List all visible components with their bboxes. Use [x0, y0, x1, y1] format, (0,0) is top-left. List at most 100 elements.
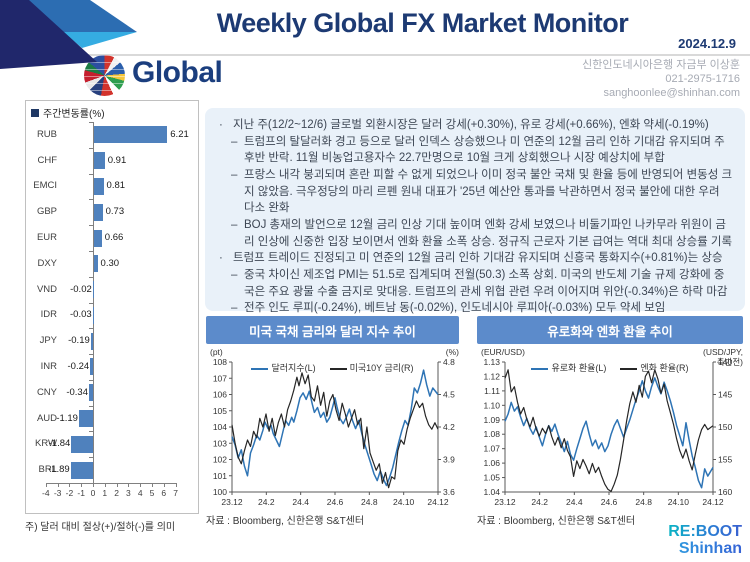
- category-axis: [93, 122, 94, 483]
- left-tick-label: 103: [213, 438, 227, 448]
- axis-tick: [89, 431, 93, 433]
- right-tick-label: 160: [718, 487, 732, 497]
- bar-category-label: EMCI: [33, 180, 57, 192]
- x-tick-label: -1: [77, 488, 85, 498]
- bar-value-label: -1.19: [56, 412, 78, 424]
- bar: [88, 384, 93, 402]
- contact-email: sanghoonlee@shinhan.com: [603, 86, 740, 99]
- right-tick-label: 140: [718, 357, 732, 367]
- bar: [78, 410, 93, 428]
- chart-source: 자료 : Bloomberg, 신한은행 S&T센터: [477, 516, 636, 527]
- bar: [90, 332, 93, 350]
- bar-category-label: JPY: [39, 335, 57, 347]
- axis-tick: [89, 328, 93, 330]
- series-line-left: [231, 369, 439, 487]
- x-tick-label: 24.12: [427, 497, 449, 507]
- legend-label: 달러지수(L): [271, 363, 316, 373]
- bar-category-label: IDR: [40, 309, 57, 321]
- value-axis: [45, 483, 176, 484]
- axis-tick: [152, 483, 153, 487]
- bullet-marker: –: [231, 269, 238, 282]
- x-tick-label: 24.2: [258, 497, 275, 507]
- right-tick-label: 4.5: [443, 390, 455, 400]
- bar-value-label: -0.19: [68, 335, 90, 347]
- bar-value-label: -0.34: [66, 386, 88, 398]
- left-tick-label: 1.08: [483, 429, 500, 439]
- axis-tick: [89, 379, 93, 381]
- us-rates-dollar-chart: 미국 국채 금리와 달러 지수 추이 (pt) (%) 달러지수(L) 미국10Y…: [206, 316, 459, 527]
- right-tick-label: 150: [718, 422, 732, 432]
- legend-item: 유로화 환율(L): [531, 361, 606, 374]
- chart-canvas: (pt) (%) 달러지수(L) 미국10Y 금리(R) 108 107 106 105…: [206, 344, 459, 509]
- right-tick-label: 3.9: [443, 455, 455, 465]
- commentary-item: – 프랑스 내각 붕괴되며 혼란 피할 수 없게 되었으나 이미 정국 불안 국채…: [213, 167, 733, 217]
- commentary-text: 트럼프 트레이드 진정되고 미 연준의 12월 금리 인하 기대감 유지되며 신…: [233, 252, 723, 265]
- commentary-item: – 전주 인도 루피(-0.24%), 베트남 동(-0.02%), 인도네시아 …: [213, 300, 733, 317]
- left-axis-unit: (EUR/USD): [481, 347, 525, 357]
- legend-label: 엔화 환율(R): [640, 363, 689, 373]
- axis-tick: [89, 276, 93, 278]
- commentary-text: 지난 주(12/2~12/6) 글로벌 외환시장은 달러 강세(+0.30%),…: [233, 119, 709, 131]
- bar: [94, 229, 102, 247]
- left-tick-label: 1.11: [484, 386, 500, 396]
- x-tick-label: 3: [126, 488, 131, 498]
- bar-chart-note: 주) 달러 대비 절상(+)/절하(-)를 의미: [25, 522, 176, 533]
- bar: [71, 435, 93, 453]
- axis-tick: [175, 483, 177, 487]
- left-tick-label: 1.07: [483, 444, 500, 454]
- axis-tick: [89, 225, 93, 227]
- legend-line-sample: [620, 367, 638, 370]
- commentary-text: 트럼프의 탈달러화 경고 등으로 달러 인덱스 상승했으나 미 연준의 12월 …: [244, 135, 725, 165]
- axis-tick: [140, 483, 142, 487]
- left-tick-label: 104: [213, 422, 227, 432]
- bar-legend-label: 주간변동률(%): [43, 109, 105, 120]
- series-line-right: [504, 369, 714, 492]
- series-line-left: [504, 377, 714, 489]
- bar: [92, 306, 93, 324]
- contact-team: 신한인도네시아은행 자금부 이상훈: [582, 59, 740, 71]
- x-tick-label: -2: [65, 488, 74, 498]
- x-tick-label: 24.2: [531, 497, 548, 507]
- axis-tick: [45, 483, 47, 487]
- bar-value-label: -0.24: [67, 360, 90, 372]
- right-tick-label: 3.6: [443, 487, 455, 497]
- bar-value-label: 0.91: [107, 154, 127, 166]
- x-tick-label: 24.4: [292, 497, 309, 507]
- bar: [94, 152, 105, 170]
- x-tick-label: 24.6: [601, 497, 618, 507]
- left-tick-label: 101: [213, 471, 227, 481]
- commentary-panel: · 지난 주(12/2~12/6) 글로벌 외환시장은 달러 강세(+0.30%)…: [205, 108, 745, 314]
- x-tick-label: 24.4: [566, 497, 583, 507]
- legend-line-sample: [251, 367, 269, 370]
- left-tick-label: 106: [213, 390, 227, 400]
- right-tick-label: 4.8: [443, 357, 455, 367]
- axis-tick: [69, 483, 71, 487]
- header-divider: [0, 54, 750, 56]
- bar: [94, 203, 103, 221]
- bar-category-label: RUB: [36, 128, 57, 140]
- left-tick-label: 107: [213, 373, 227, 383]
- bar: [94, 177, 104, 195]
- bar-value-label: 0.30: [100, 257, 120, 269]
- reboot-shinhan-logo: RE:BOOT Shinhan: [668, 523, 742, 558]
- axis-tick: [89, 122, 93, 123]
- bar-chart-plot: -4 -3 -2 -1 0 1 2 3 4 5 6 7 RUB 6.21 CHF 0.91 EMCI 0.81 GB…: [26, 101, 198, 513]
- bar-chart-legend: 주간변동률(%): [31, 105, 105, 120]
- x-tick-label: 6: [161, 488, 167, 498]
- left-axis-unit: (pt): [210, 347, 223, 357]
- bar-value-label: 0.66: [104, 232, 124, 244]
- x-tick-label: 2: [114, 488, 119, 498]
- axis-tick: [89, 405, 93, 407]
- line-chart-svg: 1.13 1.12 1.11 1.10 1.09 1.08 1.07 1.06 1.05 1.04…: [483, 357, 732, 507]
- x-tick-label: 5: [149, 488, 155, 498]
- left-tick-label: 1.06: [483, 458, 500, 468]
- left-tick-label: 108: [213, 357, 227, 367]
- commentary-item: · 지난 주(12/2~12/6) 글로벌 외환시장은 달러 강세(+0.30%)…: [213, 117, 733, 134]
- axis-tick: [81, 483, 83, 487]
- bar-category-label: AUD: [36, 412, 57, 424]
- left-tick-label: 1.12: [483, 371, 500, 381]
- bar: [92, 281, 93, 299]
- legend-item: 달러지수(L): [251, 361, 316, 374]
- bar-value-label: 0.81: [106, 180, 126, 192]
